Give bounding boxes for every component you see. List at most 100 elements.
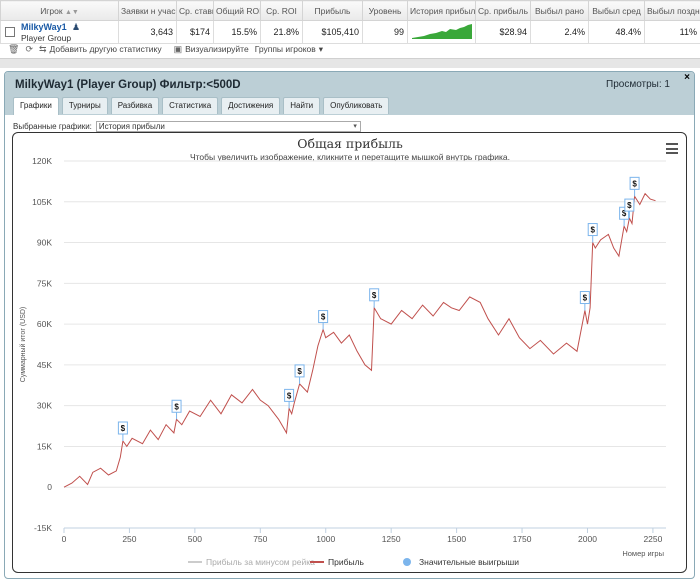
legend-item-label[interactable]: Значительные выигрыши <box>419 557 519 567</box>
x-tick-label: 2000 <box>578 534 597 544</box>
y-tick-label: 120K <box>32 156 52 166</box>
col-header-total-roi[interactable]: Общий ROI <box>213 0 261 21</box>
dollar-icon: $ <box>297 367 302 376</box>
big-win-marker[interactable]: $ <box>318 310 329 330</box>
chart-select[interactable]: История прибыли ▾ <box>95 121 361 132</box>
dollar-icon: $ <box>174 402 179 411</box>
x-tick-label: 2250 <box>643 534 662 544</box>
tab-statistics[interactable]: Статистика <box>162 97 219 114</box>
row-checkbox[interactable] <box>5 27 15 37</box>
player-name-link[interactable]: MilkyWay1 <box>21 22 67 32</box>
col-header-player[interactable]: Игрок ▲▼ <box>0 0 119 21</box>
col-header-profit[interactable]: Прибыль <box>302 0 363 21</box>
big-win-marker[interactable]: $ <box>579 291 590 311</box>
panel-header: MilkyWay1 (Player Group) Фильтр:<500D Пр… <box>5 72 694 115</box>
legend-item-label[interactable]: Прибыль за минусом рейка <box>206 557 315 567</box>
col-header-avg-roi[interactable]: Ср. ROI <box>260 0 303 21</box>
col-header-level[interactable]: Уровень <box>362 0 408 21</box>
big-win-flag <box>284 388 295 402</box>
x-tick-label: 250 <box>122 534 136 544</box>
big-win-flag <box>619 206 630 220</box>
big-win-flag <box>629 176 640 190</box>
player-groups-label: Группы игроков <box>254 44 316 54</box>
big-win-marker[interactable]: $ <box>294 364 305 384</box>
big-win-marker[interactable]: $ <box>587 223 598 243</box>
tab-publish[interactable]: Опубликовать <box>323 97 390 114</box>
x-tick-label: 0 <box>62 534 67 544</box>
big-win-marker[interactable]: $ <box>629 176 640 197</box>
big-win-flag <box>579 291 590 305</box>
y-tick-label: 60K <box>37 319 52 329</box>
dollar-icon: $ <box>583 294 588 303</box>
legend-item-label[interactable]: Прибыль <box>328 557 365 567</box>
chevron-down-icon: ▾ <box>353 123 357 130</box>
y-tick-label: 0 <box>47 482 52 492</box>
player-avatar-icon: ♟ <box>72 22 81 32</box>
big-win-marker[interactable]: $ <box>369 288 380 308</box>
y-tick-label: 30K <box>37 401 52 411</box>
y-tick-label: -15K <box>34 523 52 533</box>
panel-title: MilkyWay1 (Player Group) Фильтр:<500D <box>15 79 241 91</box>
chart-title: Общая прибыль <box>297 136 403 151</box>
table-row[interactable]: MilkyWay1 ♟ Player Group 3,643 $174 15.5… <box>0 20 700 44</box>
sort-arrow-icon[interactable]: ▲▼ <box>64 8 79 16</box>
col-header-entries[interactable]: Заявки н учас <box>118 0 177 21</box>
x-axis-label: Номер игры <box>622 549 664 558</box>
col-header-profit-history[interactable]: История прибыл <box>407 0 476 21</box>
cell-out-mid: 48.4% <box>588 20 645 44</box>
tab-charts[interactable]: Графики <box>13 97 59 115</box>
cell-avg-profit: $28.94 <box>475 20 531 44</box>
legend-symbol-2 <box>403 558 411 566</box>
player-groups-dropdown[interactable]: Группы игроков ▾ <box>255 44 323 55</box>
chart-select-value: История прибыли <box>98 122 165 131</box>
profit-series-line <box>63 192 656 488</box>
stats-table: Игрок ▲▼ Заявки н учас Ср. ставк Общий R… <box>0 0 700 44</box>
y-tick-label: 15K <box>37 441 52 451</box>
big-win-flag <box>117 421 128 435</box>
sparkline-area <box>412 24 472 39</box>
cell-avg-stake: $174 <box>176 20 214 44</box>
big-win-flag <box>318 310 329 324</box>
table-header-row: Игрок ▲▼ Заявки н учас Ср. ставк Общий R… <box>0 0 700 21</box>
big-win-marker[interactable]: $ <box>117 421 128 442</box>
add-stats-button[interactable]: ⇆ Добавить другую статистику <box>39 44 162 55</box>
dollar-icon: $ <box>632 179 637 188</box>
col-header-avg-stake[interactable]: Ср. ставк <box>176 0 214 21</box>
dollar-icon: $ <box>622 209 627 218</box>
dollar-icon: $ <box>287 391 292 400</box>
panel-tabs: Графики Турниры Разбивка Статистика Дост… <box>13 97 390 115</box>
close-icon[interactable]: × <box>684 72 690 83</box>
col-header-out-early[interactable]: Выбыл рано <box>530 0 589 21</box>
chart-select-label: Выбранные графики: <box>13 122 92 131</box>
separator-bar <box>0 58 700 68</box>
dollar-icon: $ <box>627 201 632 210</box>
dollar-icon: $ <box>121 424 126 433</box>
refresh-icon[interactable]: ⟳ <box>25 43 33 54</box>
player-cell[interactable]: MilkyWay1 ♟ Player Group <box>0 20 119 44</box>
big-win-flag <box>294 364 305 378</box>
tab-find[interactable]: Найти <box>283 97 321 114</box>
big-win-marker[interactable]: $ <box>284 388 295 409</box>
player-group-label: Player Group <box>21 33 72 43</box>
col-header-out-mid[interactable]: Выбыл сред <box>588 0 645 21</box>
stats-toolbar: 🗑 ⟳ ⇆ Добавить другую статистику ▣ Визуа… <box>0 42 700 56</box>
player-panel: MilkyWay1 (Player Group) Фильтр:<500D Пр… <box>4 71 695 579</box>
chart-container[interactable]: Общая прибыль Чтобы увеличить изображение… <box>12 132 687 573</box>
visualize-button[interactable]: ▣ Визуализируйте <box>174 44 249 55</box>
tab-achievements[interactable]: Достижения <box>221 97 281 114</box>
big-win-marker[interactable]: $ <box>171 399 182 420</box>
x-tick-label: 1750 <box>513 534 532 544</box>
col-header-out-late[interactable]: Выбыл поздн <box>644 0 700 21</box>
tab-breakdown[interactable]: Разбивка <box>110 97 160 114</box>
y-tick-label: 45K <box>37 360 52 370</box>
x-tick-label: 750 <box>253 534 267 544</box>
col-header-avg-profit[interactable]: Ср. прибыль <box>475 0 531 21</box>
y-tick-label: 75K <box>37 278 52 288</box>
big-win-marker[interactable]: $ <box>619 206 630 227</box>
cell-out-late: 11% <box>644 20 700 44</box>
big-win-marker[interactable]: $ <box>624 198 635 219</box>
tab-tournaments[interactable]: Турниры <box>61 97 108 114</box>
hamburger-menu-icon[interactable] <box>666 143 678 157</box>
trash-icon[interactable]: 🗑 <box>8 43 20 54</box>
